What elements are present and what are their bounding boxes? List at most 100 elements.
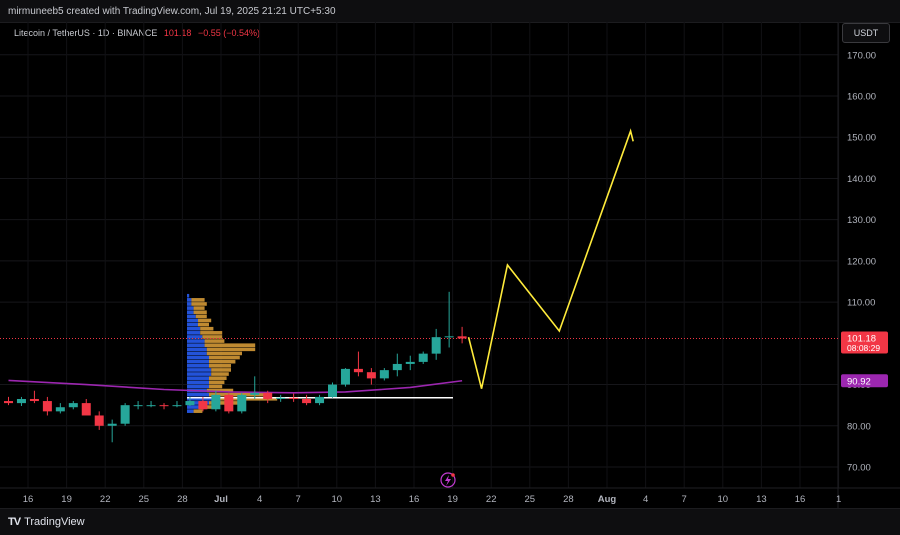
candle-body[interactable]	[328, 384, 337, 397]
candle-body[interactable]	[198, 401, 208, 410]
y-tick-label: 170.00	[847, 50, 876, 61]
price-label-box	[841, 331, 888, 354]
volume-profile-buy-bar	[187, 298, 192, 302]
volume-profile-sell-bar	[209, 355, 240, 360]
candle-body[interactable]	[42, 401, 52, 412]
volume-profile-buy-bar	[187, 310, 194, 315]
candle-body[interactable]	[107, 423, 117, 426]
y-tick-label: 110.00	[847, 298, 875, 309]
volume-profile-buy-bar	[187, 409, 194, 413]
symbol-legend[interactable]: Litecoin / TetherUS · 1D · BINANCE 101.1…	[14, 28, 260, 38]
candle-body[interactable]	[457, 336, 467, 339]
volume-profile-sell-bar	[191, 302, 207, 306]
volume-profile-sell-bar	[206, 347, 256, 352]
candle-body[interactable]	[16, 398, 26, 404]
y-tick-label: 120.00	[847, 256, 876, 267]
projection-path[interactable]	[467, 128, 634, 389]
y-tick-label: 130.00	[847, 215, 876, 226]
volume-profile-sell-bar	[209, 384, 223, 389]
candle-body[interactable]	[94, 415, 104, 426]
candle-body[interactable]	[276, 397, 286, 399]
volume-profile-sell-bar	[209, 359, 236, 364]
candle-body[interactable]	[211, 394, 221, 410]
volume-profile-buy-bar	[187, 343, 205, 348]
price-chart[interactable]: 170.00160.00150.00140.00130.00120.00110.…	[0, 0, 900, 508]
volume-profile-buy-bar	[187, 314, 196, 319]
price-change: −0.55 (−0.54%)	[197, 28, 260, 38]
volume-profile-sell-bar	[206, 351, 242, 356]
candle-body[interactable]	[224, 394, 234, 412]
volume-profile-sell-bar	[193, 310, 207, 315]
candle-body[interactable]	[185, 401, 195, 406]
candle-body[interactable]	[159, 405, 169, 407]
volume-profile-sell-bar	[198, 318, 212, 323]
y-tick-label: 80.00	[847, 421, 871, 432]
candle-body[interactable]	[237, 394, 247, 412]
x-tick-label: Aug	[598, 494, 617, 505]
alert-dot	[451, 473, 455, 477]
candle-body[interactable]	[4, 401, 13, 404]
lightning-icon[interactable]	[440, 472, 456, 488]
x-tick-label: 22	[100, 494, 111, 505]
candle-body[interactable]	[263, 392, 273, 399]
candle-body[interactable]	[250, 392, 260, 395]
x-tick-label: 16	[409, 494, 420, 505]
x-tick-label: 13	[370, 494, 381, 505]
volume-profile-buy-bar	[187, 396, 214, 401]
candle-body[interactable]	[55, 407, 65, 412]
volume-profile-sell-bar	[211, 368, 231, 372]
volume-profile-buy-bar	[187, 351, 207, 356]
candle-body[interactable]	[405, 361, 415, 364]
candle-body[interactable]	[302, 398, 312, 404]
price-label-countdown: 08:08:29	[847, 343, 880, 353]
y-tick-label: 160.00	[847, 92, 876, 103]
volume-profile-sell-bar	[191, 298, 205, 302]
candle-body[interactable]	[315, 396, 325, 404]
volume-profile-buy-bar	[187, 355, 209, 360]
volume-profile-buy-bar	[187, 392, 209, 397]
candle-body[interactable]	[29, 398, 39, 402]
candle-body[interactable]	[379, 370, 389, 379]
candle-body[interactable]	[353, 368, 363, 373]
candle-body[interactable]	[133, 405, 143, 407]
candle-body[interactable]	[68, 403, 78, 408]
volume-profile-sell-bar	[198, 322, 209, 327]
currency-button[interactable]: USDT	[842, 23, 890, 43]
volume-profile-sell-bar	[204, 339, 225, 343]
candle-body[interactable]	[431, 337, 441, 354]
candle-body[interactable]	[289, 397, 299, 399]
moving-average-line[interactable]	[8, 379, 463, 394]
volume-profile-sell-bar	[206, 388, 234, 393]
bottom-bar: TV TradingView	[0, 508, 900, 535]
tradingview-logo-icon: TV	[8, 516, 21, 528]
volume-profile-buy-bar	[187, 384, 209, 389]
candle-body[interactable]	[146, 405, 156, 407]
candle-body[interactable]	[172, 405, 182, 407]
candle-body[interactable]	[418, 353, 428, 362]
volume-profile-buy-bar	[187, 347, 207, 352]
tradingview-brand[interactable]: TV TradingView	[8, 516, 85, 528]
candle-body[interactable]	[444, 336, 454, 338]
volume-profile-buy-bar	[187, 364, 209, 368]
y-tick-label: 140.00	[847, 174, 876, 185]
last-price: 101.18	[163, 28, 192, 38]
candle-body[interactable]	[120, 405, 130, 424]
candle-body[interactable]	[392, 363, 402, 371]
volume-profile-buy-bar	[187, 359, 209, 364]
volume-profile-buy-bar	[187, 322, 198, 327]
candle-body[interactable]	[340, 368, 350, 385]
volume-profile-buy-bar	[187, 405, 201, 409]
price-label-value: 90.92	[847, 376, 871, 387]
top-bar: mirmuneeb5 created with TradingView.com,…	[0, 0, 900, 23]
symbol-name[interactable]: Litecoin / TetherUS · 1D · BINANCE	[14, 28, 158, 38]
brand-name: TradingView	[24, 516, 85, 528]
candle-body[interactable]	[81, 403, 91, 416]
price-label-box	[841, 374, 888, 388]
chart-credit: mirmuneeb5 created with TradingView.com,…	[8, 6, 336, 17]
volume-profile-sell-bar	[209, 364, 231, 368]
volume-profile-buy-bar	[187, 372, 212, 376]
x-tick-label: Jul	[214, 494, 228, 505]
x-tick-label: 7	[682, 494, 687, 505]
candle-body[interactable]	[366, 372, 376, 379]
volume-profile-sell-bar	[193, 306, 205, 310]
